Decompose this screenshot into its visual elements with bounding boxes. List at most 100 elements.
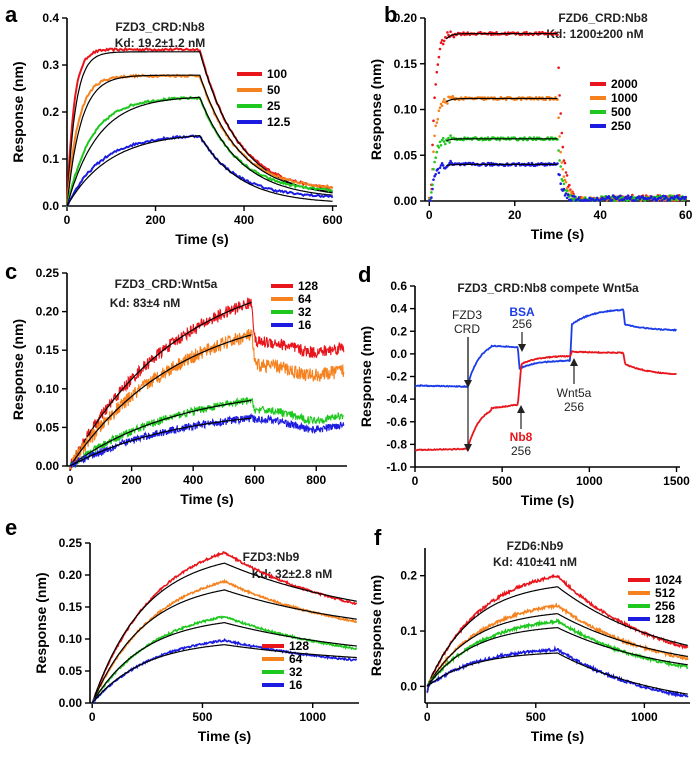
- fit-curve-256: [426, 626, 688, 687]
- y-tick-label: 0.2: [400, 569, 417, 583]
- panel-letter: c: [5, 259, 17, 284]
- data-point: [440, 39, 444, 42]
- legend-label: 128: [289, 639, 309, 653]
- y-tick-label: 0.6: [390, 279, 407, 293]
- legend-label: 16: [289, 678, 303, 692]
- y-axis-label: Response (nm): [368, 59, 384, 160]
- y-tick-label: 0.0: [400, 679, 417, 693]
- data-point: [668, 198, 671, 201]
- data-point: [435, 70, 439, 74]
- x-tick-label: 0: [424, 710, 431, 724]
- data-point: [434, 173, 438, 176]
- panel-letter: a: [5, 2, 18, 27]
- legend-entry: 12.5: [237, 115, 291, 129]
- fit-curve-32: [69, 399, 252, 467]
- data-point: [558, 94, 561, 97]
- data-point: [619, 194, 622, 198]
- data-point: [564, 171, 568, 174]
- x-axis-label: Time (s): [531, 728, 584, 744]
- x-tick-label: 500: [526, 710, 546, 724]
- data-point: [519, 98, 523, 102]
- data-point: [431, 143, 434, 147]
- data-point: [432, 119, 435, 123]
- y-tick-label: 0.05: [36, 420, 60, 434]
- legend-label: 250: [611, 119, 631, 133]
- legend-entry: 25: [237, 99, 281, 113]
- data-point: [663, 197, 666, 201]
- series-trace-250: [428, 159, 687, 202]
- legend-entry: 256: [628, 599, 675, 613]
- data-point: [433, 160, 436, 164]
- data-point: [431, 183, 434, 186]
- data-point: [584, 196, 587, 199]
- x-tick-label: 1500: [663, 474, 690, 488]
- legend-entry: 16: [271, 318, 312, 332]
- legend-label: 128: [298, 279, 318, 293]
- y-axis-label: Response (nm): [358, 326, 374, 427]
- fit-curve-128: [426, 652, 688, 695]
- y-axis-label: Response (nm): [10, 61, 26, 162]
- chart-title: FZD6:Nb9: [507, 539, 564, 553]
- data-point: [621, 196, 624, 199]
- data-point: [650, 195, 653, 198]
- x-tick-label: 0: [412, 474, 419, 488]
- data-point: [495, 31, 498, 34]
- y-tick-label: 0.2: [390, 324, 407, 338]
- y-tick-label: 0.10: [36, 382, 60, 396]
- data-point: [439, 102, 443, 106]
- data-point: [433, 96, 436, 99]
- fit-curve-16: [91, 644, 357, 704]
- panel-e: e 0 500 1000 0.00 0.05 0.10 0.15 0.20 0.25 Time (s…: [5, 515, 359, 744]
- data-point: [588, 196, 591, 200]
- panel-a: a 0 200 400 600 0.0 0.1 0.2 0.3 0.4 Time (s) Respon…: [5, 2, 343, 247]
- data-point: [437, 55, 441, 59]
- y-tick-label: 0.00: [36, 459, 60, 473]
- series-trace-16: [91, 637, 358, 705]
- data-point: [675, 194, 679, 197]
- data-point: [439, 144, 443, 147]
- data-point: [561, 168, 565, 171]
- data-point: [437, 109, 441, 113]
- series-trace-1000: [428, 94, 687, 202]
- data-point: [607, 195, 611, 198]
- fit-curve-64: [91, 589, 357, 704]
- fit-curve-100: [66, 51, 333, 207]
- data-point: [562, 182, 566, 186]
- annotation-wnt5a-line2: 256: [564, 400, 584, 414]
- x-tick-label: 800: [306, 473, 326, 487]
- nb8-trace: [414, 350, 677, 452]
- fit-curve-12.5: [66, 134, 333, 207]
- data-point: [557, 149, 560, 152]
- data-point: [569, 194, 572, 197]
- data-point: [446, 102, 449, 105]
- legend-label: 64: [298, 292, 312, 306]
- data-point: [559, 182, 562, 185]
- panel-letter: e: [5, 515, 17, 540]
- x-tick-label: 500: [492, 474, 512, 488]
- data-point: [488, 31, 492, 34]
- data-point: [684, 195, 687, 199]
- series-trace-2000: [428, 30, 687, 202]
- panel-letter: f: [374, 525, 382, 550]
- data-point: [617, 195, 620, 199]
- fit-curve-32: [91, 621, 357, 704]
- y-tick-label: -1.0: [386, 460, 407, 474]
- data-point: [629, 195, 633, 199]
- legend-label: 2000: [611, 77, 638, 91]
- data-point: [672, 197, 676, 201]
- chart-title: FZD3_CRD:Nb8: [115, 20, 205, 34]
- x-axis-label: Time (s): [531, 226, 584, 242]
- data-point: [437, 146, 441, 149]
- data-point: [559, 112, 562, 115]
- panel-letter: b: [384, 2, 397, 27]
- y-tick-label: -0.6: [386, 415, 407, 429]
- data-point: [576, 198, 580, 201]
- x-tick-label: 0: [67, 473, 74, 487]
- data-point: [668, 194, 671, 197]
- fit-curve-2000: [445, 33, 558, 40]
- chart-title: FZD6_CRD:Nb8: [558, 11, 648, 25]
- y-tick-label: 0.05: [59, 664, 83, 678]
- fit-curve-500: [446, 138, 558, 142]
- data-point: [610, 198, 614, 202]
- data-point: [436, 117, 440, 121]
